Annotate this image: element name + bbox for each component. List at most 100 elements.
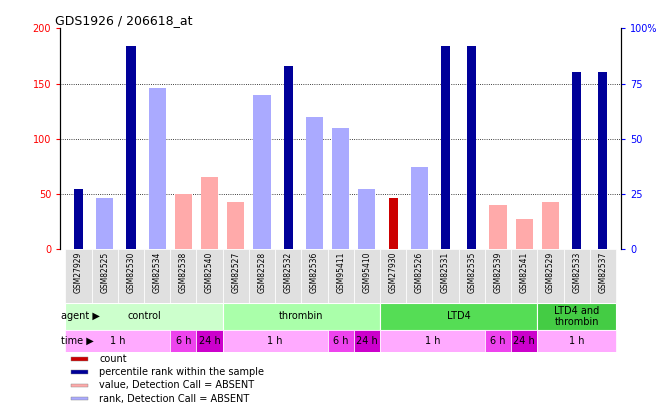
Bar: [380, 249, 406, 303]
Bar: [196, 249, 222, 303]
Bar: [599, 72, 607, 249]
Text: GSM82539: GSM82539: [494, 252, 502, 293]
Bar: [358, 190, 375, 249]
Bar: [175, 194, 192, 249]
Text: time ▶: time ▶: [61, 336, 94, 346]
Text: GSM82533: GSM82533: [572, 252, 581, 293]
Bar: [196, 330, 222, 352]
Text: 6 h: 6 h: [176, 336, 191, 346]
Text: thrombin: thrombin: [279, 311, 323, 322]
Bar: [170, 249, 196, 303]
Text: LTD4: LTD4: [447, 311, 470, 322]
Text: GSM82536: GSM82536: [310, 252, 319, 293]
Text: LTD4 and
thrombin: LTD4 and thrombin: [554, 306, 599, 327]
Bar: [332, 128, 349, 249]
Text: 6 h: 6 h: [333, 336, 349, 346]
Bar: [406, 249, 432, 303]
Text: agent ▶: agent ▶: [61, 311, 100, 322]
Bar: [358, 190, 375, 249]
Bar: [485, 330, 511, 352]
Bar: [572, 117, 581, 249]
Text: GSM95410: GSM95410: [363, 252, 371, 293]
Bar: [432, 249, 459, 303]
Bar: [332, 158, 349, 249]
Bar: [96, 234, 113, 249]
Bar: [201, 177, 218, 249]
Text: GSM27930: GSM27930: [389, 252, 397, 293]
Text: GSM82528: GSM82528: [258, 252, 267, 293]
Bar: [65, 249, 92, 303]
Bar: [74, 190, 83, 249]
Text: GSM82527: GSM82527: [231, 252, 240, 293]
Bar: [542, 202, 559, 249]
Bar: [490, 205, 506, 249]
Bar: [441, 89, 450, 249]
Bar: [253, 136, 271, 249]
Bar: [516, 219, 533, 249]
Text: 24 h: 24 h: [356, 336, 378, 346]
Bar: [306, 117, 323, 249]
Bar: [306, 164, 323, 249]
Bar: [222, 303, 380, 330]
Bar: [170, 330, 196, 352]
Text: GSM82537: GSM82537: [599, 252, 607, 293]
Bar: [327, 330, 354, 352]
Text: 1 h: 1 h: [110, 336, 126, 346]
Bar: [327, 249, 354, 303]
Bar: [71, 397, 88, 401]
Bar: [511, 249, 537, 303]
Bar: [537, 303, 616, 330]
Bar: [126, 83, 136, 249]
Text: GSM82525: GSM82525: [100, 252, 109, 293]
Text: GSM82540: GSM82540: [205, 252, 214, 293]
Bar: [485, 249, 511, 303]
Bar: [65, 330, 170, 352]
Bar: [284, 66, 293, 249]
Text: GSM95411: GSM95411: [336, 252, 345, 293]
Bar: [148, 88, 166, 249]
Text: 6 h: 6 h: [490, 336, 506, 346]
Bar: [253, 94, 271, 249]
Bar: [118, 249, 144, 303]
Text: 24 h: 24 h: [198, 336, 220, 346]
Bar: [467, 46, 476, 249]
Bar: [71, 357, 88, 361]
Text: control: control: [127, 311, 161, 322]
Text: GSM82535: GSM82535: [468, 252, 476, 293]
Bar: [599, 89, 607, 249]
Text: rank, Detection Call = ABSENT: rank, Detection Call = ABSENT: [100, 394, 250, 404]
Text: GSM82530: GSM82530: [126, 252, 136, 293]
Text: value, Detection Call = ABSENT: value, Detection Call = ABSENT: [100, 380, 255, 390]
Bar: [537, 330, 616, 352]
Bar: [411, 167, 428, 249]
Bar: [467, 72, 476, 249]
Text: GSM82531: GSM82531: [441, 252, 450, 293]
Bar: [572, 72, 581, 249]
Bar: [249, 249, 275, 303]
Bar: [441, 46, 450, 249]
Bar: [411, 216, 428, 249]
Text: 1 h: 1 h: [569, 336, 584, 346]
Text: GSM27929: GSM27929: [74, 252, 83, 293]
Text: count: count: [100, 354, 127, 364]
Bar: [389, 198, 397, 249]
Bar: [227, 202, 244, 249]
Text: GSM82538: GSM82538: [179, 252, 188, 293]
Text: GSM82541: GSM82541: [520, 252, 529, 293]
Bar: [71, 371, 88, 374]
Bar: [275, 249, 301, 303]
Bar: [301, 249, 327, 303]
Bar: [92, 249, 118, 303]
Bar: [144, 249, 170, 303]
Bar: [284, 122, 293, 249]
Text: GSM82529: GSM82529: [546, 252, 555, 293]
Bar: [74, 210, 83, 249]
Bar: [564, 249, 590, 303]
Text: percentile rank within the sample: percentile rank within the sample: [100, 367, 265, 377]
Text: 24 h: 24 h: [513, 336, 535, 346]
Text: GSM82534: GSM82534: [152, 252, 162, 293]
Bar: [459, 249, 485, 303]
Bar: [537, 249, 564, 303]
Bar: [354, 249, 380, 303]
Bar: [380, 303, 537, 330]
